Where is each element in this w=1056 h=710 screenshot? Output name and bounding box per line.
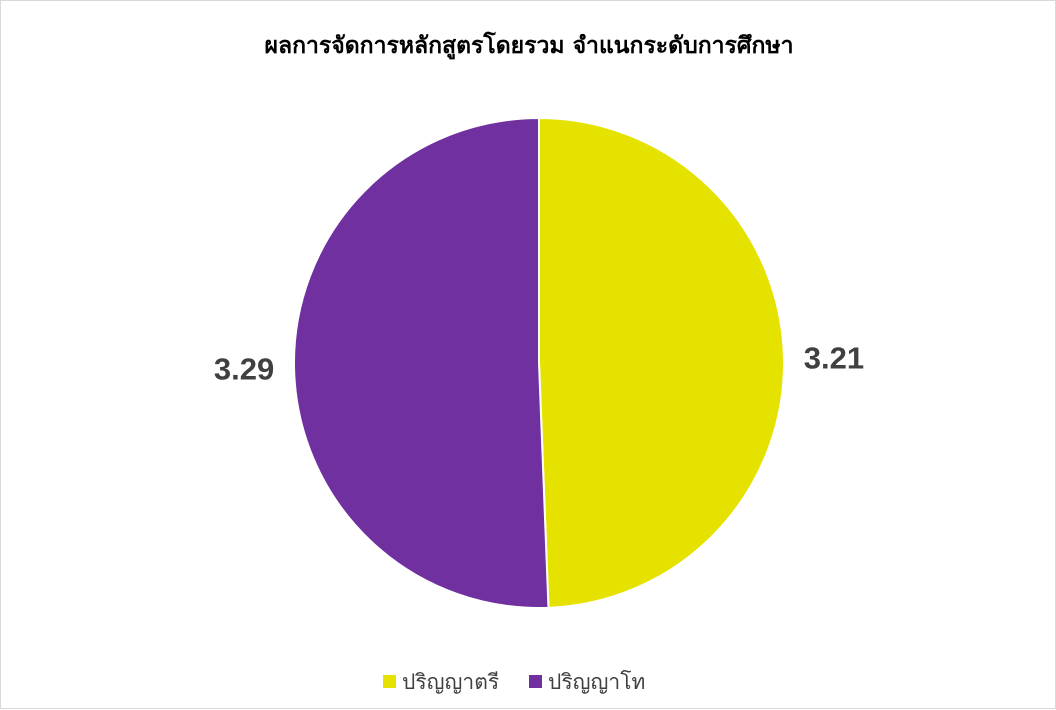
data-label-1: 3.21 [804, 340, 864, 375]
legend-swatch-1 [383, 675, 396, 688]
chart-title: ผลการจัดการหลักสูตรโดยรวม จำแนกระดับการศ… [265, 31, 794, 60]
pie-slice-2 [293, 116, 550, 609]
data-labels: 3.21 3.29 [214, 340, 864, 386]
legend: ปริญญาตรี ปริญญาโท [383, 670, 645, 694]
legend-swatch-2 [529, 675, 542, 688]
legend-label-1: ปริญญาตรี [402, 670, 499, 694]
pie-slices [293, 116, 785, 609]
data-label-2: 3.29 [214, 352, 274, 387]
pie-slice-1 [538, 116, 785, 609]
legend-label-2: ปริญญาโท [548, 670, 645, 694]
